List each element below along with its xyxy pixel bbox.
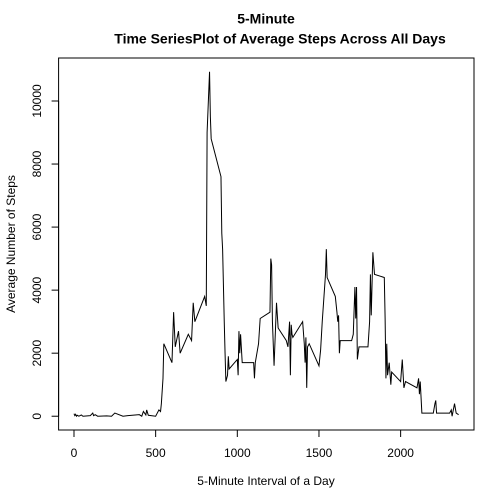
y-tick-label: 0	[30, 413, 44, 420]
x-tick-label: 0	[71, 446, 78, 460]
y-tick-label: 4000	[30, 276, 44, 303]
x-tick-label: 1000	[224, 446, 251, 460]
line-series	[73, 71, 459, 418]
chart-title: 5-Minute	[237, 11, 295, 27]
x-axis-label: 5-Minute Interval of a Day	[197, 474, 334, 488]
y-tick-label: 8000	[30, 150, 44, 177]
x-tick-label: 2000	[387, 446, 414, 460]
y-tick-label: 2000	[30, 340, 44, 367]
y-tick-label: 10000	[30, 84, 44, 118]
x-tick-label: 500	[146, 446, 166, 460]
y-axis-label: Average Number of Steps	[4, 175, 18, 313]
chart-subtitle: Time SeriesPlot of Average Steps Across …	[114, 31, 446, 47]
x-tick-label: 1500	[306, 446, 333, 460]
y-tick-label: 6000	[30, 213, 44, 240]
